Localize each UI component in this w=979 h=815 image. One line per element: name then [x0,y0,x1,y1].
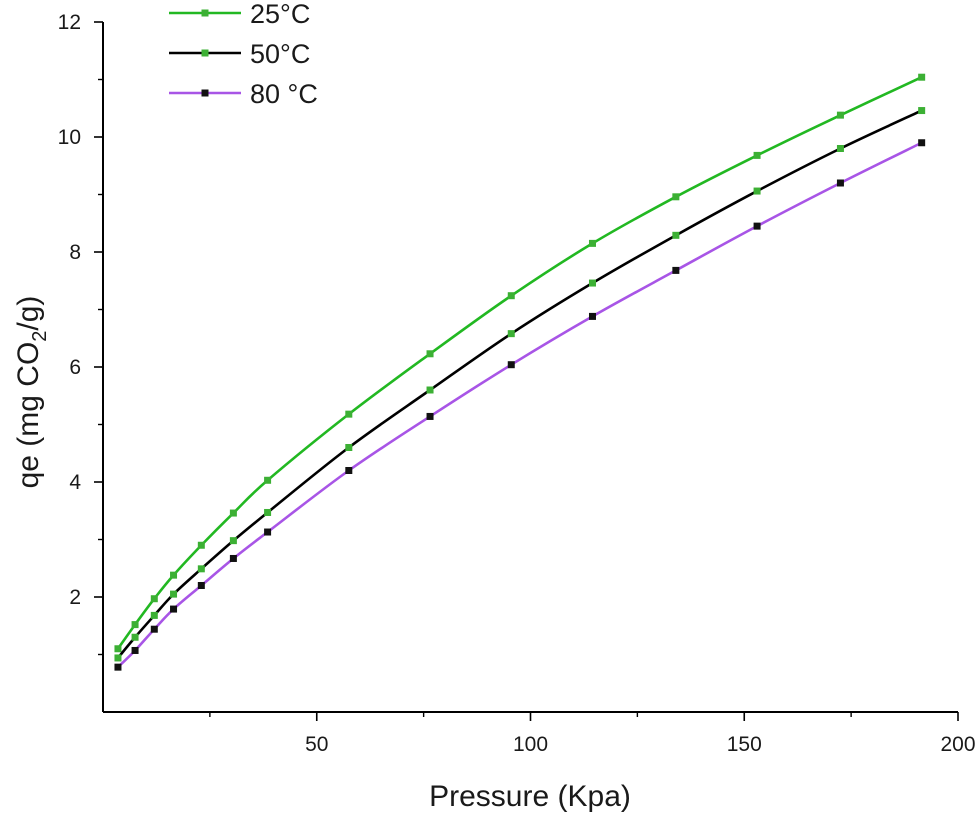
x-tick-label: 50 [305,733,328,756]
data-point [114,645,122,653]
y-tick-label: 12 [58,11,81,34]
series-line [116,76,923,650]
series-line [117,141,923,669]
data-point [426,412,434,420]
data-point [131,633,139,641]
data-point [753,222,761,230]
y-tick-label: 10 [58,126,81,149]
legend-marker [201,9,209,17]
y-tick-label: 4 [69,471,81,494]
data-point [229,537,237,545]
legend-label: 80 °C [250,79,318,109]
legend-marker [201,89,209,97]
y-axis-title-subscript: 2 [29,331,51,342]
data-point [672,193,680,201]
data-point [114,663,122,671]
data-point [753,151,761,159]
data-point [229,509,237,517]
axes: 50 100 150 200 2 4 6 8 10 12 [58,11,976,756]
data-point [170,590,178,598]
data-point [507,292,515,300]
data-point [131,621,139,629]
y-axis-title: qe (mg CO2/g) [12,296,51,489]
series-layer [114,73,926,671]
legend-item: 25°C [169,0,310,29]
data-point [229,554,237,562]
legend-item: 80 °C [169,79,318,109]
y-tick-label: 8 [69,241,81,264]
data-point [197,582,205,589]
data-point [150,611,158,619]
data-point [197,565,205,573]
data-point [836,179,844,187]
data-point [264,508,272,516]
data-point [753,187,761,195]
data-point [588,239,596,247]
data-point [426,350,434,358]
legend-item: 50°C [169,39,310,69]
legend: 25°C 50°C 80 °C [169,0,318,109]
data-point [918,139,926,147]
data-point [345,467,353,474]
data-point [672,231,680,239]
series-line [116,109,923,659]
data-point [197,541,205,549]
series-3 [114,139,926,671]
x-tick-label: 150 [727,733,762,756]
data-point [507,330,515,338]
legend-label: 25°C [250,0,310,29]
data-point [150,625,158,633]
data-point [918,73,926,81]
y-tick-label: 6 [69,356,81,379]
data-point [588,279,596,287]
y-axis-title-main: qe (mg CO [12,342,45,489]
data-point [114,654,122,662]
y-tick-label: 2 [69,586,81,609]
data-point [345,444,353,451]
legend-label: 50°C [250,39,310,69]
x-tick-label: 200 [940,733,975,756]
data-point [588,312,596,320]
y-axis-title-unit: /g) [12,296,45,331]
data-point [836,145,844,152]
series-2 [114,107,926,662]
data-point [836,111,844,119]
data-point [264,528,272,536]
data-point [150,595,158,603]
data-point [264,476,272,484]
data-point [672,266,680,274]
legend-marker [201,49,209,57]
x-tick-label: 100 [513,733,548,756]
data-point [426,386,434,394]
series-1 [114,73,926,653]
x-axis-title: Pressure (Kpa) [429,780,631,813]
data-point [170,605,178,613]
data-point [170,571,178,579]
data-point [507,361,515,369]
data-point [345,410,353,418]
data-point [131,646,139,654]
data-point [918,107,926,115]
